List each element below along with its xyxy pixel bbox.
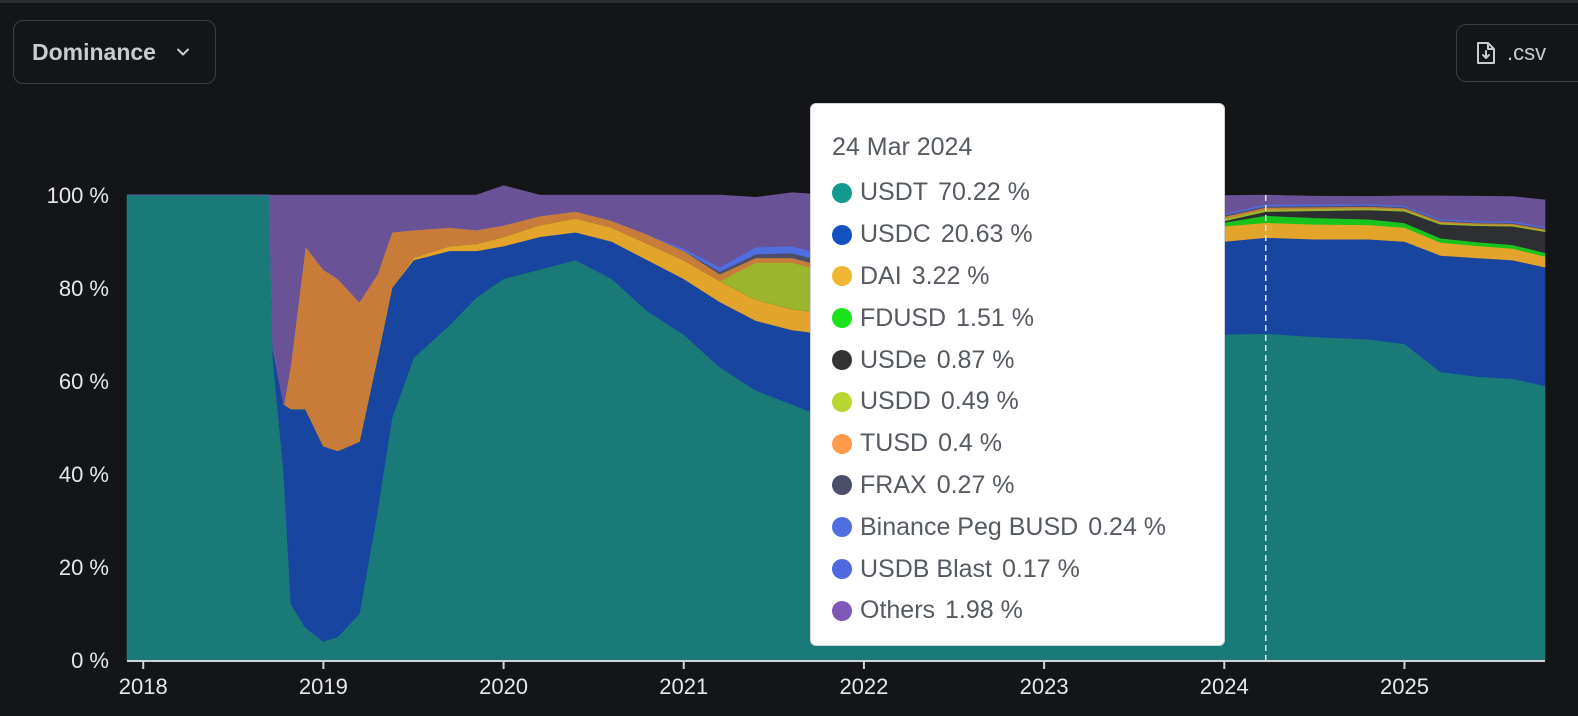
tooltip-series-value: 0.87 %: [936, 345, 1015, 374]
tooltip-series-name: USDB Blast: [860, 554, 992, 583]
tooltip-series-value: 0.49 %: [940, 387, 1019, 416]
metric-dropdown[interactable]: Dominance: [13, 20, 216, 84]
tooltip-row: USDB Blast 0.17 %: [832, 548, 1224, 590]
file-download-icon: [1477, 42, 1495, 64]
x-axis: 2018 2019 2020 2021 2022 2023 2024 2025: [119, 660, 1545, 699]
y-tick-label: 100 %: [47, 183, 109, 208]
tooltip-series-name: FRAX: [860, 470, 927, 499]
chart-tooltip: 24 Mar 2024 USDT 70.22 % USDC 20.63 % DAI 3.2…: [810, 103, 1225, 646]
tooltip-row: DAI 3.22 %: [832, 256, 1224, 298]
y-tick-label: 80 %: [59, 276, 109, 301]
tooltip-series-value: 20.63 %: [940, 220, 1033, 249]
tooltip-row: Others 1.98 %: [832, 590, 1224, 632]
legend-dot-icon: [832, 517, 852, 538]
tooltip-series-value: 0.17 %: [1001, 554, 1080, 583]
tooltip-series-value: 0.27 %: [936, 470, 1015, 499]
tooltip-series-name: TUSD: [860, 429, 929, 458]
tooltip-series-name: Binance Peg BUSD: [860, 512, 1079, 541]
legend-dot-icon: [832, 475, 852, 496]
tooltip-series-value: 1.51 %: [956, 303, 1034, 332]
tooltip-series-name: Others: [860, 596, 936, 625]
tooltip-series-value: 1.98 %: [945, 596, 1023, 625]
top-border: [0, 0, 1578, 3]
tooltip-date: 24 Mar 2024: [832, 133, 973, 161]
chevron-down-icon: [176, 48, 189, 56]
tooltip-series-value: 0.24 %: [1088, 512, 1167, 541]
tooltip-series-name: USDe: [860, 345, 927, 374]
tooltip-series-value: 70.22 %: [938, 178, 1030, 207]
tooltip-row: USDC 20.63 %: [832, 214, 1224, 256]
x-tick-label: 2023: [1020, 674, 1069, 699]
csv-download-label: .csv: [1507, 40, 1547, 65]
x-tick-label: 2024: [1200, 674, 1249, 699]
x-tick-label: 2025: [1380, 674, 1429, 699]
tooltip-row: FRAX 0.27 %: [832, 465, 1224, 507]
tooltip-rows: USDT 70.22 % USDC 20.63 % DAI 3.22 % FDUSD 1.51…: [832, 172, 1224, 632]
legend-dot-icon: [832, 182, 852, 203]
tooltip-series-value: 3.22 %: [911, 261, 990, 290]
tooltip-series-name: FDUSD: [860, 303, 947, 332]
x-tick-label: 2019: [299, 674, 348, 699]
tooltip-row: TUSD 0.4 %: [832, 423, 1224, 465]
legend-dot-icon: [832, 308, 852, 329]
y-tick-label: 0 %: [71, 648, 109, 673]
tooltip-series-name: USDT: [860, 178, 929, 207]
tooltip-series-name: USDC: [860, 220, 931, 249]
legend-dot-icon: [832, 350, 852, 371]
legend-dot-icon: [832, 600, 852, 621]
tooltip-row: Binance Peg BUSD 0.24 %: [832, 506, 1224, 548]
tooltip-row: FDUSD 1.51 %: [832, 297, 1224, 339]
legend-dot-icon: [832, 559, 852, 580]
legend-dot-icon: [832, 266, 852, 287]
csv-download-button[interactable]: .csv: [1456, 24, 1578, 82]
y-axis: 0 % 20 % 40 % 60 % 80 % 100 %: [47, 183, 109, 673]
y-tick-label: 20 %: [59, 555, 109, 580]
legend-dot-icon: [832, 433, 852, 454]
y-tick-label: 40 %: [59, 462, 109, 487]
tooltip-row: USDT 70.22 %: [832, 172, 1224, 214]
x-tick-label: 2020: [479, 674, 528, 699]
x-tick-label: 2018: [119, 674, 168, 699]
tooltip-row: USDe 0.87 %: [832, 339, 1224, 381]
x-tick-label: 2021: [659, 674, 708, 699]
x-tick-label: 2022: [839, 674, 888, 699]
tooltip-series-name: USDD: [860, 387, 931, 416]
tooltip-series-name: DAI: [860, 261, 902, 290]
tooltip-row: USDD 0.49 %: [832, 381, 1224, 423]
legend-dot-icon: [832, 391, 852, 412]
legend-dot-icon: [832, 224, 852, 245]
y-tick-label: 60 %: [59, 369, 109, 394]
metric-dropdown-label: Dominance: [32, 38, 156, 65]
tooltip-series-value: 0.4 %: [938, 429, 1002, 458]
